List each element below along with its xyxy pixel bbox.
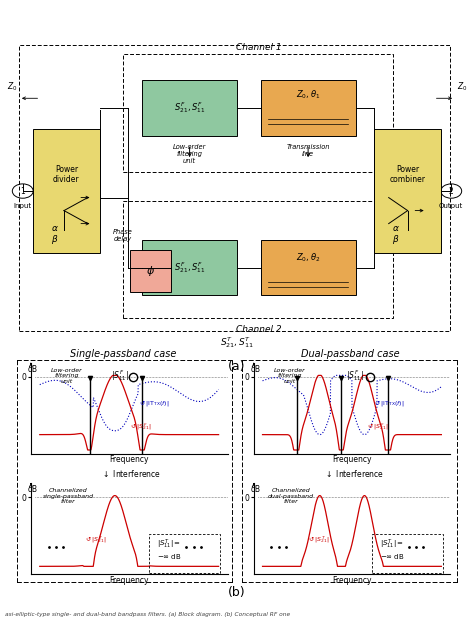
Text: $\circlearrowleft|S_{21}^F|$: $\circlearrowleft|S_{21}^F|$ — [129, 422, 152, 432]
Text: Input: Input — [14, 203, 32, 208]
Text: Power
combiner: Power combiner — [390, 165, 426, 185]
FancyBboxPatch shape — [142, 80, 237, 136]
Text: Low-order
filtering
unit: Low-order filtering unit — [51, 367, 82, 384]
Text: (a): (a) — [228, 360, 246, 372]
Text: dB: dB — [28, 365, 38, 374]
Text: dB: dB — [251, 485, 261, 494]
Text: dB: dB — [251, 365, 261, 374]
Text: $|S_{11}^T| =$
$-\infty$ dB: $|S_{11}^T| =$ $-\infty$ dB — [157, 538, 182, 562]
Text: Channelized
single-passband
filter: Channelized single-passband filter — [43, 488, 94, 505]
Text: $\alpha$: $\alpha$ — [392, 224, 400, 233]
Text: Frequency: Frequency — [332, 575, 372, 585]
Text: $S_{21}^F, S_{11}^F$: $S_{21}^F, S_{11}^F$ — [174, 101, 205, 116]
Text: Output: Output — [439, 203, 464, 208]
Text: $Z_0, \theta_2$: $Z_0, \theta_2$ — [296, 252, 320, 264]
Text: $S_{21}^T, S_{11}^T$: $S_{21}^T, S_{11}^T$ — [220, 335, 254, 350]
FancyBboxPatch shape — [261, 240, 356, 295]
FancyBboxPatch shape — [261, 80, 356, 136]
Text: $\circlearrowleft|\mathrm{IT_{TX}}(f)|$: $\circlearrowleft|\mathrm{IT_{TX}}(f)|$ — [138, 399, 170, 408]
Text: $|S_{11}^F|$: $|S_{11}^F|$ — [346, 367, 365, 382]
Text: Transmission
line: Transmission line — [286, 144, 330, 157]
Text: $|S_{11}^T| =$
$-\infty$ dB: $|S_{11}^T| =$ $-\infty$ dB — [380, 538, 404, 562]
Text: $|S_{11}^F|$: $|S_{11}^F|$ — [111, 367, 129, 382]
FancyBboxPatch shape — [142, 240, 237, 295]
Text: $\beta$: $\beta$ — [392, 233, 400, 247]
Text: Phase
delay: Phase delay — [113, 228, 133, 242]
Text: Frequency: Frequency — [332, 455, 372, 464]
Text: $\downarrow$ Interference: $\downarrow$ Interference — [324, 468, 384, 480]
Text: 2: 2 — [449, 187, 454, 195]
Text: $\alpha$: $\alpha$ — [51, 224, 58, 233]
FancyBboxPatch shape — [130, 250, 171, 292]
Text: $\circlearrowleft|S_{21}^T|$: $\circlearrowleft|S_{21}^T|$ — [84, 534, 107, 545]
Text: $Z_0$: $Z_0$ — [457, 81, 467, 93]
FancyBboxPatch shape — [374, 129, 441, 253]
Text: $S_{21}^F, S_{11}^F$: $S_{21}^F, S_{11}^F$ — [174, 260, 205, 275]
Text: Single-passband case: Single-passband case — [70, 349, 176, 359]
Text: Low-order
filtering
unit: Low-order filtering unit — [273, 367, 305, 384]
Text: $\circlearrowleft|S_{21}^T|$: $\circlearrowleft|S_{21}^T|$ — [307, 534, 330, 545]
Text: Dual-passband case: Dual-passband case — [301, 349, 400, 359]
Text: $\beta$: $\beta$ — [51, 233, 58, 247]
Text: Channel 2: Channel 2 — [236, 325, 281, 334]
Text: asi-elliptic-type single- and dual-band bandpass filters. (a) Block diagram. (b): asi-elliptic-type single- and dual-band … — [5, 612, 290, 617]
Text: Channel 1: Channel 1 — [236, 43, 281, 53]
Text: (b): (b) — [228, 587, 246, 599]
Text: Power
divider: Power divider — [53, 165, 80, 185]
Text: $Z_0$: $Z_0$ — [7, 81, 17, 93]
Text: $\phi$: $\phi$ — [146, 264, 155, 278]
Text: Frequency: Frequency — [109, 455, 149, 464]
Text: Low-order
filtering
unit: Low-order filtering unit — [173, 144, 206, 164]
Text: Frequency: Frequency — [109, 575, 149, 585]
FancyBboxPatch shape — [33, 129, 100, 253]
Text: $Z_0, \theta_1$: $Z_0, \theta_1$ — [296, 89, 320, 101]
Text: dB: dB — [28, 485, 38, 494]
Text: $\circlearrowleft|\mathrm{IT_{TX}}(f)|$: $\circlearrowleft|\mathrm{IT_{TX}}(f)|$ — [374, 399, 405, 408]
Text: 1: 1 — [20, 187, 25, 195]
Text: Channelized
dual-passband
filter: Channelized dual-passband filter — [268, 488, 314, 505]
Text: $\downarrow$ Interference: $\downarrow$ Interference — [101, 468, 161, 480]
Text: $\circlearrowleft|S_{21}^F|$: $\circlearrowleft|S_{21}^F|$ — [366, 422, 389, 432]
